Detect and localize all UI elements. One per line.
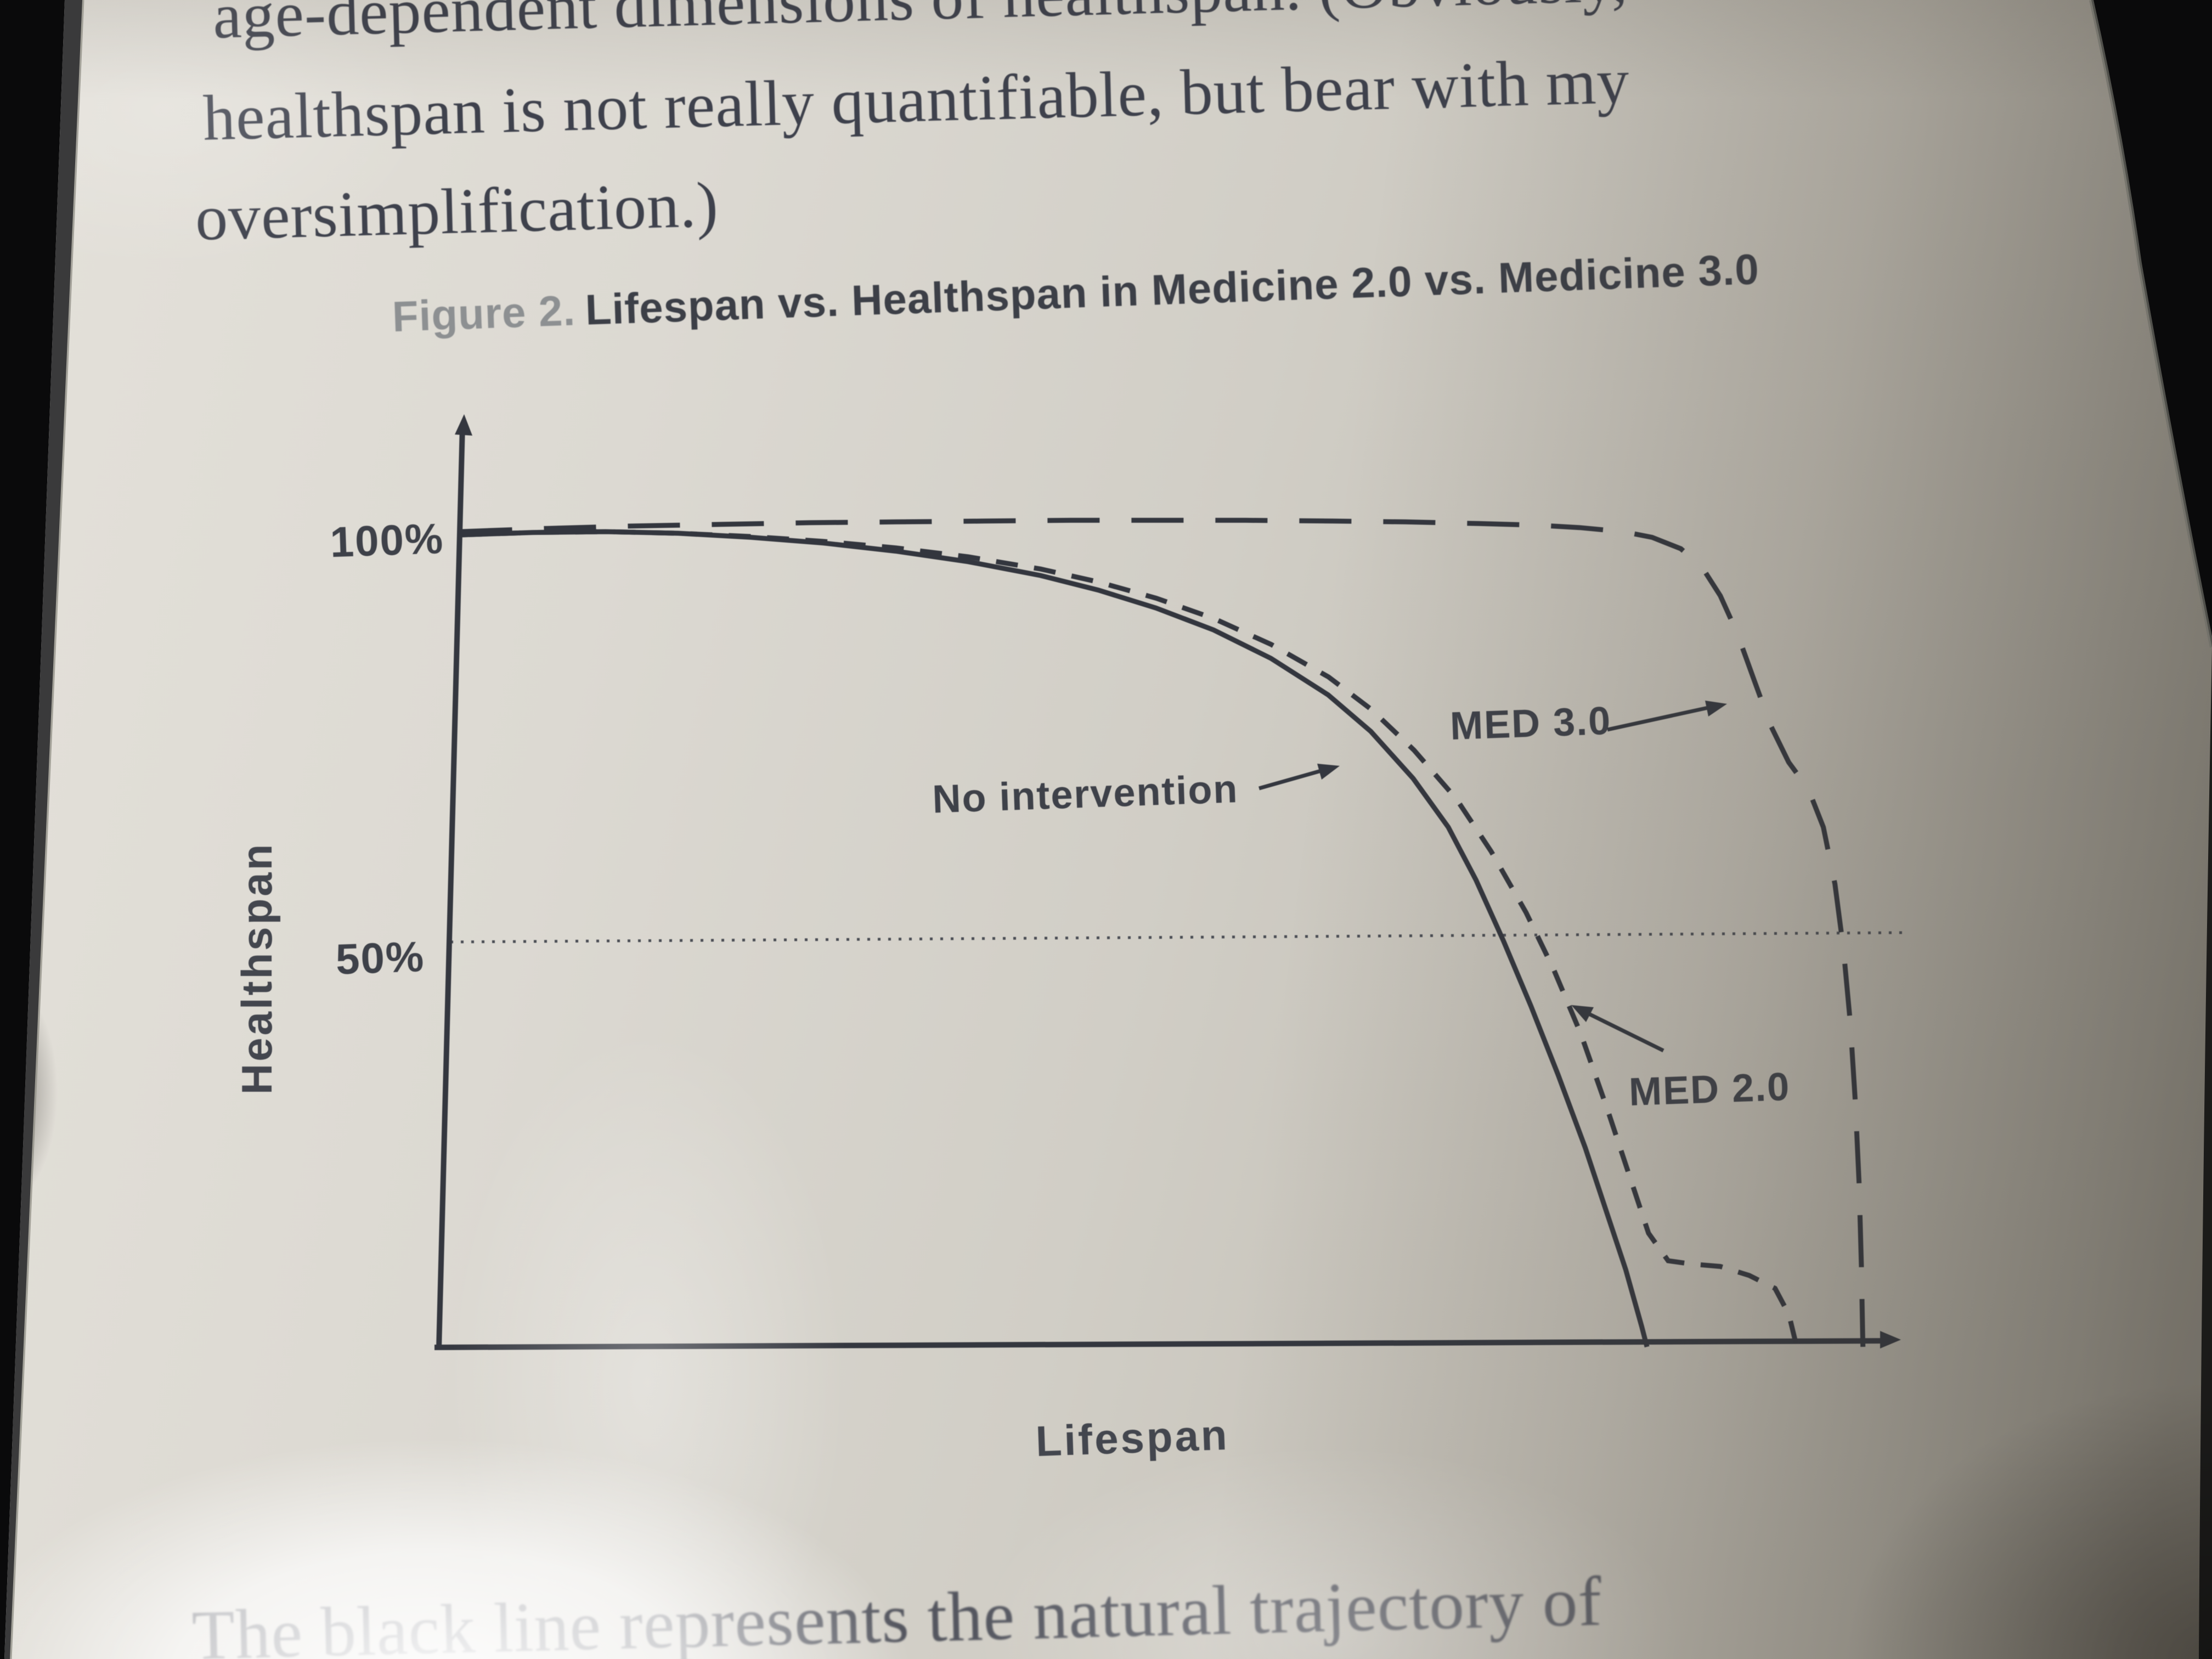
y-axis-arrow-icon bbox=[455, 414, 472, 436]
med-3-0-curve bbox=[460, 517, 1866, 1347]
x-axis-arrow-icon bbox=[1880, 1331, 1901, 1348]
bezel-left-edge bbox=[0, 0, 65, 1659]
bezel-left-rim-shadow bbox=[4, 0, 82, 1659]
bezel-top-right-corner bbox=[2091, 0, 2212, 647]
lifespan-healthspan-chart: 100% 50% Healthspan Lifespan No interven… bbox=[233, 414, 1904, 1465]
med-2-0-arrow bbox=[1585, 1011, 1664, 1053]
no-intervention-label: No intervention bbox=[932, 767, 1239, 821]
no-intervention-curve bbox=[460, 529, 1650, 1348]
gridline-50-percent bbox=[450, 931, 1904, 944]
bezel-top-right-rim-highlight bbox=[2089, 0, 2212, 648]
no-intervention-arrow bbox=[1259, 768, 1325, 791]
no-intervention-arrowhead-icon bbox=[1317, 764, 1340, 780]
med-3-0-arrow bbox=[1607, 705, 1711, 732]
y-axis bbox=[436, 425, 465, 1349]
ytick-50-label: 50% bbox=[335, 932, 425, 984]
figure-title: Lifespan vs. Healthspan in Medicine 2.0 … bbox=[584, 245, 1760, 334]
med-3-0-label: MED 3.0 bbox=[1449, 699, 1612, 748]
med-2-0-label: MED 2.0 bbox=[1628, 1065, 1791, 1114]
bezel-left-rim-highlight bbox=[8, 0, 84, 1659]
x-axis-title: Lifespan bbox=[1035, 1410, 1230, 1465]
bottom-paragraph-line: The black line represents the natural tr… bbox=[191, 1562, 1603, 1659]
top-paragraph-line-2: healthspan is not really quantifiable, b… bbox=[202, 44, 1630, 154]
med-3-0-arrowhead-icon bbox=[1705, 701, 1727, 716]
bezel-right-edge-sliver bbox=[2199, 647, 2212, 1659]
ytick-100-label: 100% bbox=[329, 514, 444, 566]
x-axis bbox=[434, 1338, 1883, 1350]
y-axis-title: Healthspan bbox=[233, 842, 281, 1094]
top-paragraph-line-3: oversimplification.) bbox=[194, 168, 720, 254]
figure-number: Figure 2. bbox=[391, 286, 577, 341]
top-paragraph-line-1: age-dependent dimensions of healthspan. … bbox=[212, 0, 1628, 54]
figure-caption: Figure 2. Lifespan vs. Healthspan in Medi… bbox=[391, 244, 1760, 342]
